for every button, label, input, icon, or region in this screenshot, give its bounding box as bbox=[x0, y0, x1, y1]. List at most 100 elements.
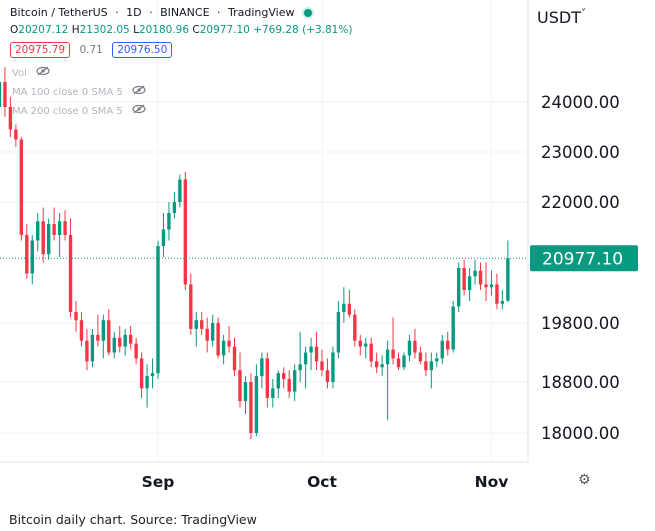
candle bbox=[374, 352, 379, 374]
candle-body bbox=[456, 268, 461, 307]
eye-crossed-icon[interactable] bbox=[132, 104, 146, 114]
candle bbox=[260, 352, 264, 389]
candle-body bbox=[467, 276, 472, 290]
symbol-legend: Bitcoin / TetherUS · 1D · BINANCE · Trad… bbox=[10, 6, 312, 19]
candle-body bbox=[96, 334, 100, 341]
spread-value: 0.71 bbox=[79, 44, 103, 56]
candle-body bbox=[221, 340, 226, 356]
candle-body bbox=[238, 370, 242, 402]
candle-body bbox=[418, 352, 423, 362]
candle bbox=[19, 137, 24, 241]
candle-body bbox=[25, 235, 29, 274]
candle bbox=[139, 352, 144, 398]
candle bbox=[41, 207, 45, 263]
y-tick-label: 24000.00 bbox=[541, 93, 620, 112]
x-tick-label: Sep bbox=[142, 473, 175, 491]
candle-body bbox=[353, 314, 357, 341]
candle bbox=[418, 346, 423, 365]
candle-body bbox=[506, 258, 510, 301]
candle-body bbox=[336, 312, 341, 353]
candle bbox=[391, 317, 395, 365]
candle bbox=[57, 213, 62, 257]
candle bbox=[440, 334, 444, 365]
candle-body bbox=[391, 349, 395, 359]
candle bbox=[172, 192, 177, 219]
candle bbox=[347, 290, 352, 318]
bid-price-button[interactable]: 20975.79 bbox=[10, 42, 71, 58]
y-tick-label: 23000.00 bbox=[541, 143, 620, 162]
candle bbox=[232, 337, 237, 377]
candle bbox=[68, 218, 73, 318]
candle-body bbox=[107, 320, 111, 353]
candle-body bbox=[309, 346, 313, 353]
candle bbox=[96, 314, 100, 347]
candle-body bbox=[424, 361, 428, 371]
candle bbox=[216, 317, 220, 359]
candle bbox=[462, 259, 466, 296]
candle bbox=[3, 67, 7, 117]
close-value: 20977.10 bbox=[199, 24, 250, 36]
indicator-ma100[interactable]: MA 100 close 0 SMA 5 bbox=[12, 85, 146, 98]
candle-body bbox=[90, 334, 95, 362]
candle bbox=[364, 337, 368, 359]
candle-body bbox=[36, 221, 40, 241]
candlestick-chart[interactable]: 20977.10 24000.00 23000.00 22000.00 19800.0… bbox=[0, 0, 655, 505]
candle bbox=[473, 259, 477, 285]
x-tick-label: Nov bbox=[475, 473, 509, 491]
candle bbox=[385, 340, 390, 421]
candle bbox=[467, 268, 472, 301]
close-label: C bbox=[192, 24, 200, 36]
candle bbox=[0, 82, 2, 107]
eye-crossed-icon[interactable] bbox=[132, 85, 146, 95]
currency-label: USDT bbox=[537, 8, 581, 27]
chart-area[interactable]: 20977.10 24000.00 23000.00 22000.00 19800.0… bbox=[0, 0, 655, 505]
candle-body bbox=[364, 343, 368, 347]
low-value: 20180.96 bbox=[138, 24, 190, 36]
market-status-icon bbox=[304, 9, 312, 17]
candle-body bbox=[385, 349, 390, 365]
ask-price-button[interactable]: 20976.50 bbox=[112, 42, 173, 58]
candle bbox=[63, 210, 67, 241]
symbol-name[interactable]: Bitcoin / TetherUS bbox=[10, 6, 108, 19]
candle-body bbox=[0, 82, 2, 107]
y-tick-label: 18800.00 bbox=[541, 373, 620, 392]
gear-icon[interactable]: ⚙ bbox=[578, 472, 591, 488]
eye-crossed-icon[interactable] bbox=[36, 66, 50, 76]
candle bbox=[435, 352, 439, 368]
candle-body bbox=[271, 388, 275, 398]
x-axis: Sep Oct Nov bbox=[142, 473, 509, 491]
candle bbox=[156, 240, 160, 380]
candle-body bbox=[495, 284, 499, 304]
candle bbox=[118, 325, 122, 353]
candle bbox=[380, 355, 384, 377]
candle bbox=[194, 312, 198, 347]
indicator-volume[interactable]: Vol bbox=[12, 66, 50, 79]
candle bbox=[205, 317, 209, 353]
indicator-ma200[interactable]: MA 200 close 0 SMA 5 bbox=[12, 104, 146, 117]
candle-body bbox=[205, 328, 209, 341]
candle bbox=[489, 270, 494, 296]
candle-body bbox=[79, 320, 84, 341]
candle bbox=[407, 334, 412, 362]
candle-body bbox=[134, 343, 138, 359]
candle-body bbox=[139, 358, 144, 389]
candle-body bbox=[440, 340, 444, 359]
candle bbox=[52, 207, 56, 241]
high-label: H bbox=[71, 24, 80, 36]
candle bbox=[134, 337, 138, 365]
candle-body bbox=[260, 358, 264, 377]
candle-body bbox=[435, 358, 439, 362]
candle bbox=[446, 331, 450, 356]
x-tick-label: Oct bbox=[307, 473, 337, 491]
candle bbox=[413, 328, 417, 359]
currency-selector[interactable]: USDT˅ bbox=[537, 8, 586, 27]
candle-body bbox=[500, 301, 505, 304]
ohlc-row: O20207.12 H21302.05 L20180.96 C20977.10 … bbox=[10, 24, 352, 36]
open-value: 20207.12 bbox=[18, 24, 69, 36]
candle bbox=[325, 358, 330, 389]
interval-label[interactable]: 1D bbox=[126, 6, 142, 19]
last-price-badge bbox=[530, 245, 638, 272]
grid-lines bbox=[0, 0, 529, 463]
candle bbox=[309, 337, 313, 371]
candle-body bbox=[172, 202, 177, 213]
